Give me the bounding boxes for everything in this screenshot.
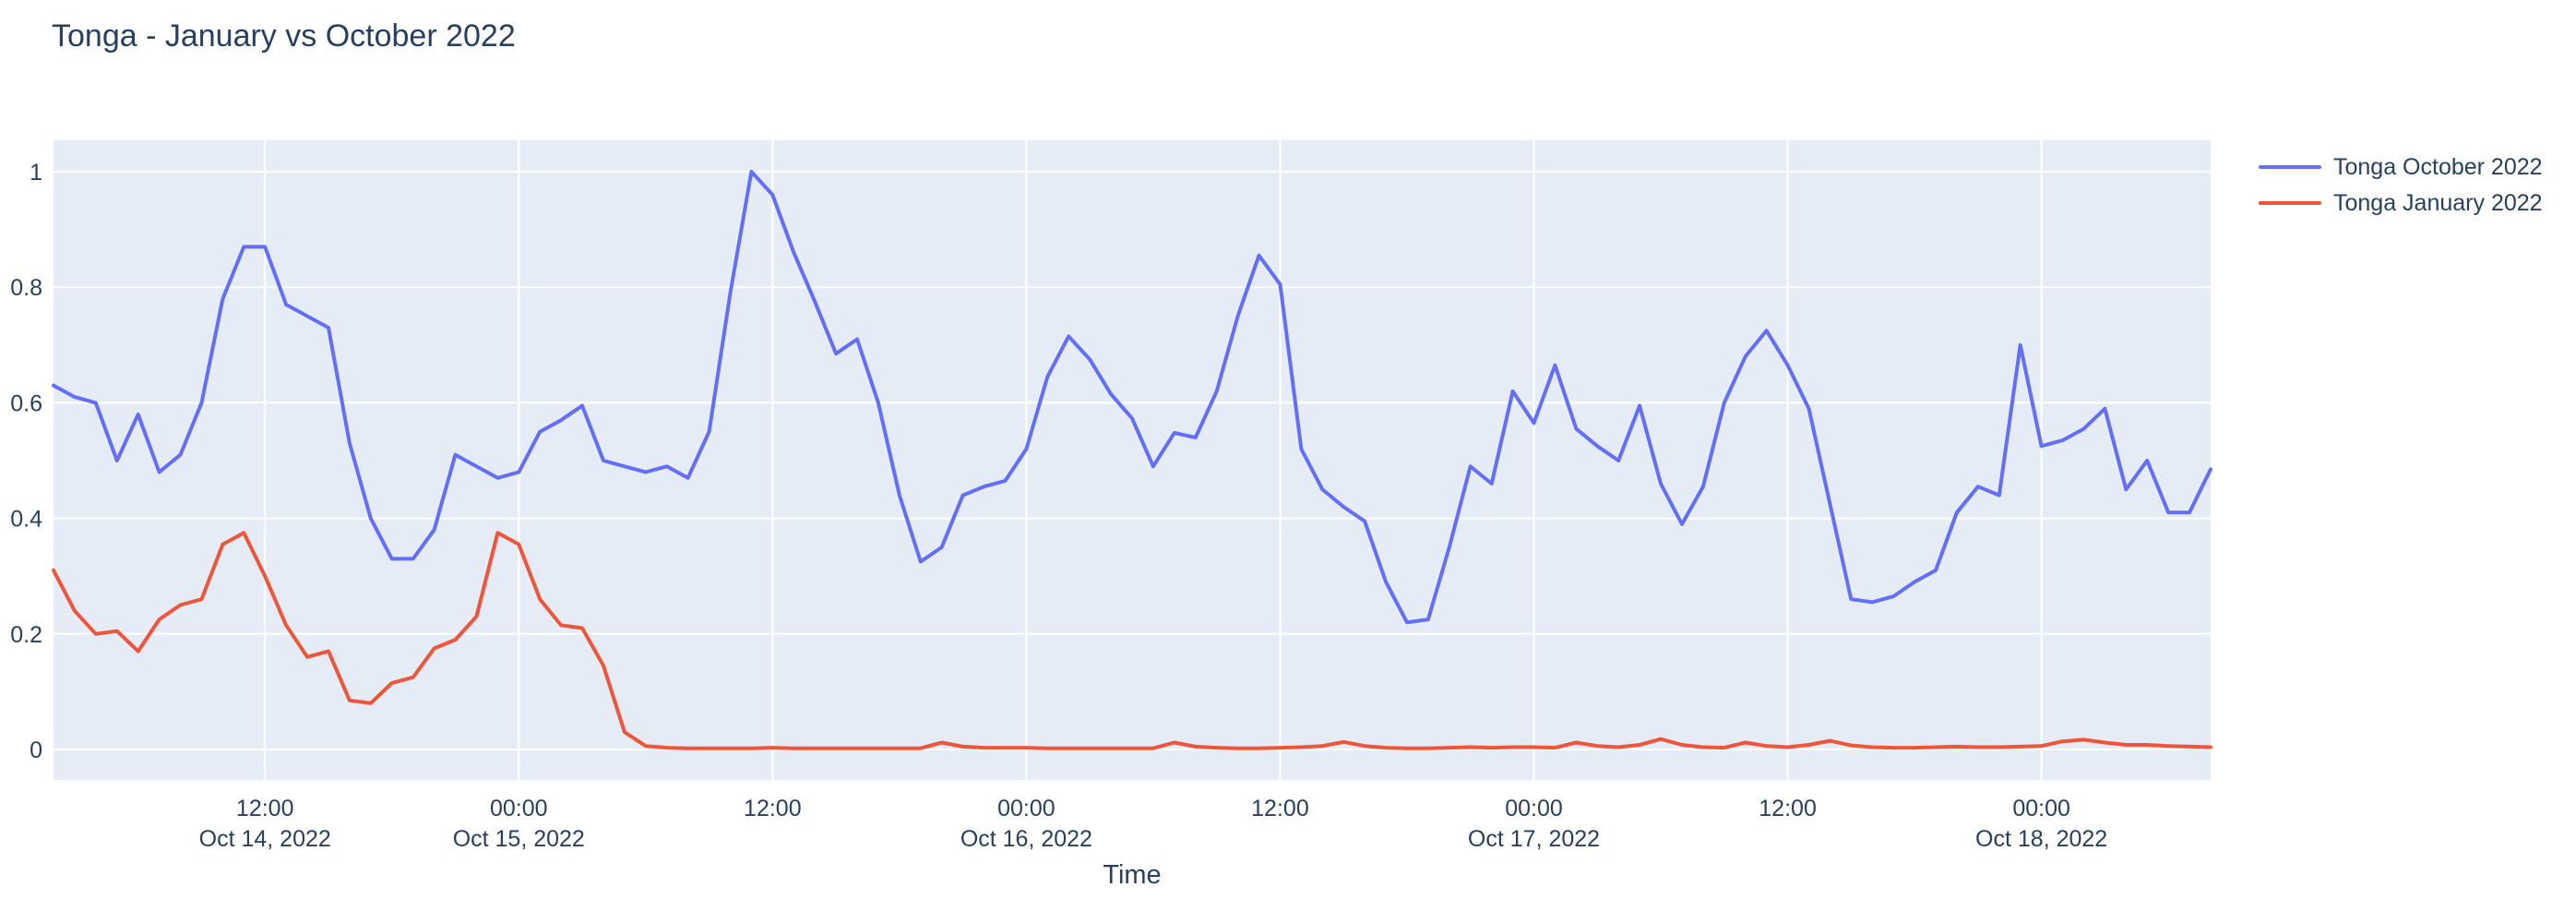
x-axis-title: Time — [1103, 860, 1161, 890]
y-tick-label: 0.2 — [10, 622, 42, 648]
x-tick-label: 00:00 — [490, 796, 548, 821]
legend-line-swatch-january — [2259, 201, 2321, 205]
y-tick-label: 0.4 — [10, 507, 42, 533]
legend-item-tonga-october-2022[interactable]: Tonga October 2022 — [2259, 153, 2543, 180]
y-tick-label: 0.6 — [10, 390, 42, 416]
legend-line-swatch-october — [2259, 165, 2321, 169]
x-tick-label: 00:00 — [1505, 796, 1563, 821]
chart-title: Tonga - January vs October 2022 — [52, 18, 516, 54]
x-tick-label: 00:00 — [997, 796, 1055, 821]
y-tick-label: 1 — [30, 160, 42, 186]
series-line-tonga-january-2022 — [52, 531, 2212, 750]
plot-area[interactable] — [54, 140, 2211, 780]
x-tick-date-label: Oct 17, 2022 — [1468, 826, 1600, 852]
legend: Tonga October 2022 Tonga January 2022 — [2259, 153, 2543, 216]
x-tick-date-label: Oct 16, 2022 — [960, 826, 1092, 852]
y-tick-label: 0 — [30, 737, 42, 763]
x-tick-date-label: Oct 18, 2022 — [1975, 826, 2107, 852]
legend-item-tonga-january-2022[interactable]: Tonga January 2022 — [2259, 189, 2543, 216]
legend-label-october: Tonga October 2022 — [2333, 153, 2543, 180]
legend-label-january: Tonga January 2022 — [2333, 189, 2543, 216]
x-tick-date-label: Oct 14, 2022 — [199, 826, 331, 852]
x-tick-label: 00:00 — [2012, 796, 2070, 821]
x-tick-label: 12:00 — [744, 796, 802, 821]
y-tick-label: 0.8 — [10, 275, 42, 301]
x-tick-date-label: Oct 15, 2022 — [453, 826, 585, 852]
x-tick-label: 12:00 — [1759, 796, 1817, 821]
x-tick-label: 12:00 — [236, 796, 294, 821]
series-line-tonga-october-2022 — [52, 170, 2212, 625]
x-tick-label: 12:00 — [1251, 796, 1309, 821]
